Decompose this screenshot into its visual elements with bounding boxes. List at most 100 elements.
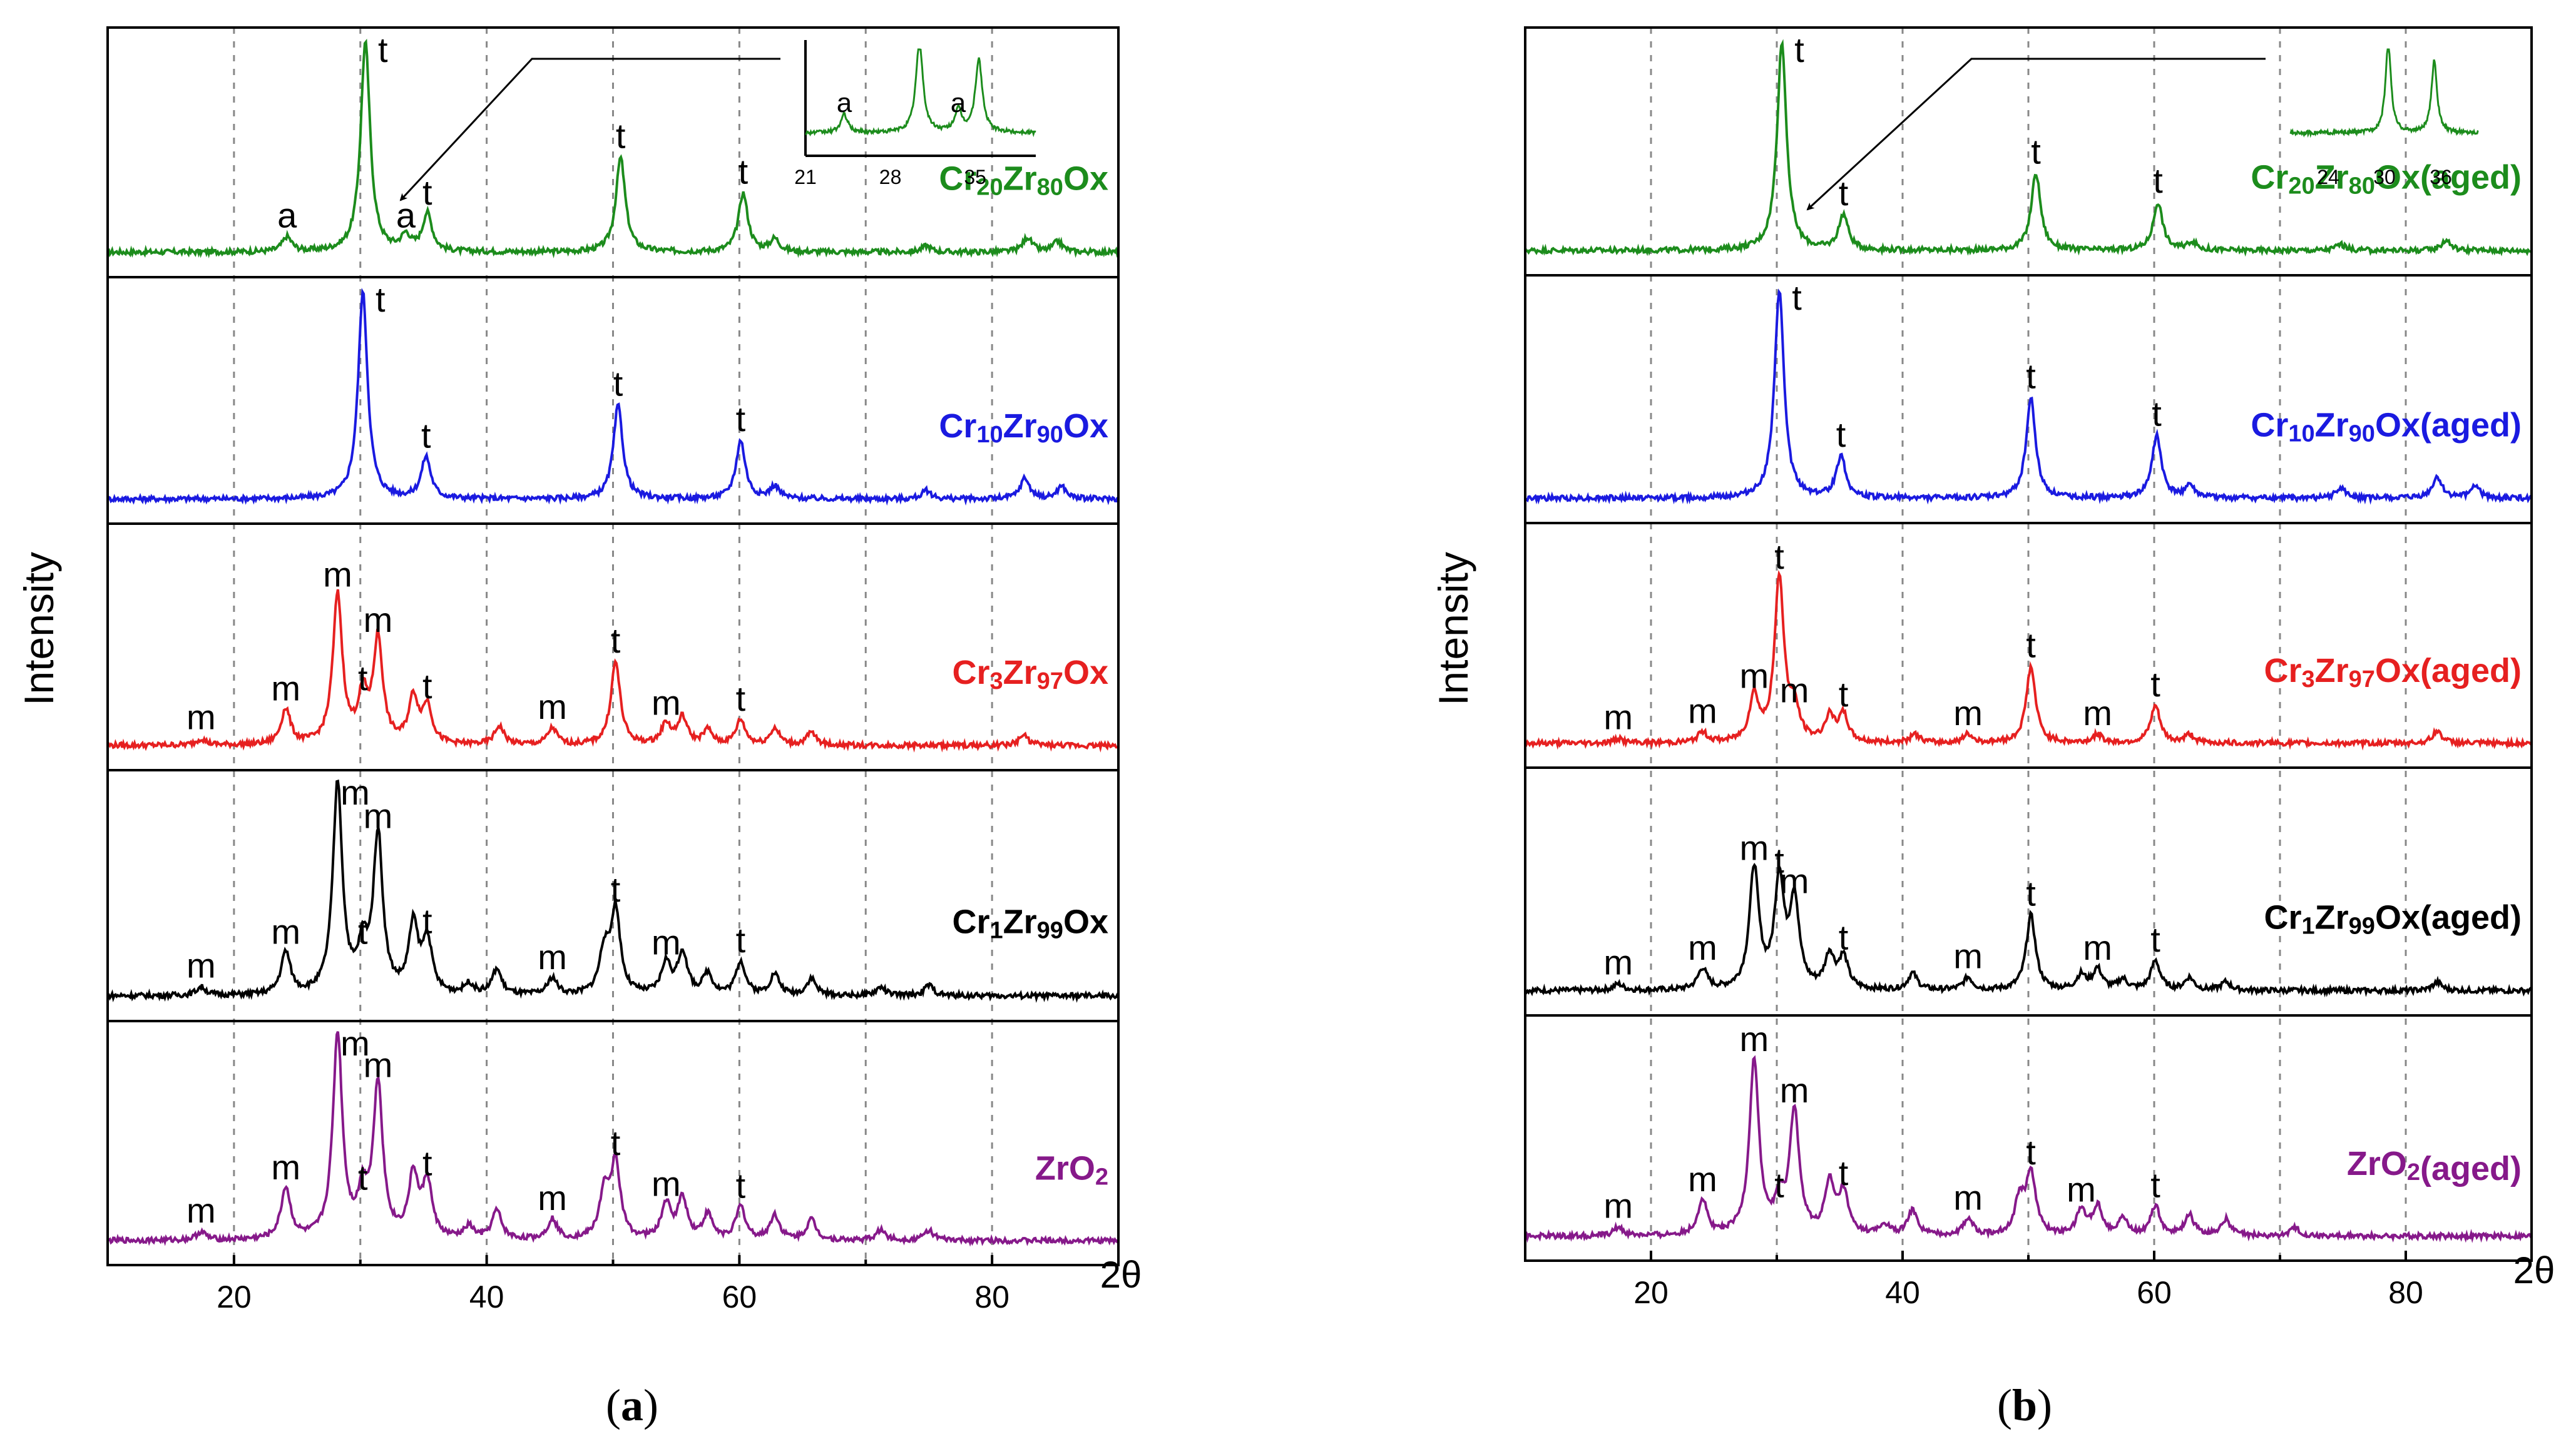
x-tick-label-60: 60 <box>2137 1275 2172 1310</box>
series-label-part: Cr <box>939 407 976 445</box>
peak-label-cr20zr80ox-5: t <box>739 151 749 191</box>
series-label-part: Cr <box>953 654 990 691</box>
peak-label-cr3zr97ox-aged-4: m <box>1780 671 1809 710</box>
series-label-part: 10 <box>976 422 1003 448</box>
y-axis-label: Intensity <box>16 552 62 706</box>
peak-label-zro2-aged-15: t <box>2150 1166 2160 1205</box>
series-label-cr10zr90ox-aged: Cr10Zr90Ox(aged) <box>2251 406 2522 447</box>
series-label-part: Cr <box>2264 652 2302 689</box>
series-label-part: Zr <box>1003 654 1037 691</box>
peak-label-cr3zr97ox-13: t <box>736 679 746 718</box>
series-label-cr1zr99ox: Cr1Zr99Ox <box>953 903 1108 944</box>
series-label-part: 97 <box>1037 668 1063 694</box>
series-label-part: Cr <box>953 903 990 941</box>
inset-tick-label-2: 35 <box>964 166 986 188</box>
peak-label-zro2-aged-2: m <box>1739 1019 1769 1059</box>
peak-label-zro2-15: t <box>736 1166 746 1206</box>
inset-tick-label-0: 24 <box>2317 166 2339 188</box>
peak-label-cr3zr97ox-aged-6: t <box>1839 674 1849 714</box>
x-tick-label-20: 20 <box>1633 1275 1669 1310</box>
inset-tick-label-1: 30 <box>2373 166 2396 188</box>
peak-label-cr1zr99ox-aged-4: m <box>1780 862 1809 901</box>
peak-label-zro2-3: t <box>358 1157 368 1197</box>
inset-peak-label-0: a <box>837 88 852 118</box>
series-line-cr10zr90ox <box>106 288 1120 506</box>
caption-open: ( <box>1997 1380 2012 1430</box>
peak-label-cr3zr97ox-aged-0: m <box>1603 697 1633 736</box>
peak-label-zro2-aged-1: m <box>1688 1159 1717 1199</box>
peak-label-zro2-aged-3: t <box>1774 1166 1784 1205</box>
peak-label-cr20zr80ox-aged-1: t <box>1839 173 1849 213</box>
peak-label-cr3zr97ox-1: m <box>271 668 300 708</box>
x-tick-label-20: 20 <box>217 1279 252 1314</box>
series-label-part: Ox(aged) <box>2375 406 2522 444</box>
series-line-zro2-aged <box>1524 1055 2533 1243</box>
series-line-cr20zr80ox-aged <box>1524 39 2533 257</box>
series-label-part: 90 <box>1037 422 1063 448</box>
peak-label-cr10zr90ox-aged-3: t <box>2152 394 2162 434</box>
inset-tick-label-2: 36 <box>2430 166 2452 188</box>
x-tick-label-40: 40 <box>1885 1275 1920 1310</box>
peak-label-cr3zr97ox-3: t <box>358 658 368 698</box>
series-label-part: 97 <box>2349 666 2375 693</box>
peak-label-cr20zr80ox-aged-0: t <box>1794 30 1804 69</box>
peak-label-zro2-11: t <box>611 1123 621 1162</box>
x-tick-label-60: 60 <box>722 1279 757 1314</box>
peak-label-cr3zr97ox-aged-10: m <box>2083 693 2112 733</box>
peak-label-cr1zr99ox-aged-11: m <box>2083 928 2112 967</box>
x-tick-label-80: 80 <box>2388 1275 2423 1310</box>
series-label-zro2: ZrO2 <box>1035 1150 1108 1191</box>
peak-label-zro2-1: m <box>271 1147 300 1187</box>
series-label-part: 20 <box>2288 173 2314 199</box>
peak-label-zro2-aged-0: m <box>1603 1186 1633 1226</box>
x-tick-label-40: 40 <box>469 1279 504 1314</box>
peak-label-zro2-2: m <box>340 1024 370 1063</box>
peak-label-cr20zr80ox-aged-3: t <box>2153 161 2163 200</box>
inset-pointer-arrow <box>1806 58 2266 211</box>
peak-label-cr3zr97ox-9: t <box>611 621 621 660</box>
peak-label-cr20zr80ox-1: t <box>378 30 388 69</box>
series-label-cr20zr80ox-aged: Cr20Zr80Ox(aged) <box>2251 158 2522 199</box>
inset-trace <box>805 48 1036 138</box>
peak-label-cr3zr97ox-aged-3: t <box>1774 537 1784 576</box>
peak-label-zro2-aged-4: m <box>1780 1070 1809 1110</box>
series-label-part: 90 <box>2349 420 2375 447</box>
peak-label-cr20zr80ox-3: t <box>422 173 432 212</box>
series-label-part: Cr <box>2264 898 2302 936</box>
peak-label-cr1zr99ox-1: m <box>271 912 300 952</box>
series-label-part: 80 <box>1037 174 1063 200</box>
series-label-part: 2 <box>2407 1159 2420 1186</box>
series-label-cr1zr99ox-aged: Cr1Zr99Ox(aged) <box>2264 898 2522 939</box>
series-label-part: Ox <box>1063 407 1108 445</box>
series-label-part: Ox(aged) <box>2375 898 2522 936</box>
peak-label-cr3zr97ox-aged-1: m <box>1688 691 1717 730</box>
inset-trace <box>2289 48 2479 138</box>
inset-peak-label-1: a <box>951 88 966 118</box>
series-label-part: 99 <box>1037 918 1063 944</box>
series-label-part: Zr <box>2315 158 2349 196</box>
peak-label-cr1zr99ox-aged-13: t <box>2150 920 2160 959</box>
inset-a: 21 28 35 a a <box>399 40 1036 201</box>
peak-label-cr1zr99ox-aged-3: t <box>1774 840 1784 880</box>
peak-label-cr3zr97ox-8: m <box>538 687 567 726</box>
peak-label-cr10zr90ox-aged-1: t <box>1836 415 1846 454</box>
series-line-cr20zr80ox <box>107 38 1120 258</box>
inset-pointer-arrow <box>399 58 780 201</box>
series-label-part: Ox(aged) <box>2375 652 2522 689</box>
series-line-zro2 <box>106 1031 1120 1247</box>
peak-label-cr10zr90ox-1: t <box>421 415 431 455</box>
peak-label-cr3zr97ox-4: m <box>364 600 393 639</box>
panel-caption: (a) <box>606 1380 658 1430</box>
series-line-cr3zr97ox-aged <box>1524 570 2533 751</box>
series-label-part: 2 <box>1095 1164 1108 1191</box>
series-label-part: 1 <box>990 918 1003 944</box>
peak-label-cr1zr99ox-2: m <box>340 773 370 812</box>
x-tick-label-80: 80 <box>974 1279 1009 1314</box>
series-label-part: Zr <box>1003 903 1037 941</box>
peak-label-cr10zr90ox-3: t <box>736 399 746 439</box>
peak-label-cr3zr97ox-aged-9: t <box>2026 625 2036 664</box>
series-label-part: Zr <box>2315 406 2349 444</box>
peak-label-cr1zr99ox-11: t <box>611 870 621 909</box>
